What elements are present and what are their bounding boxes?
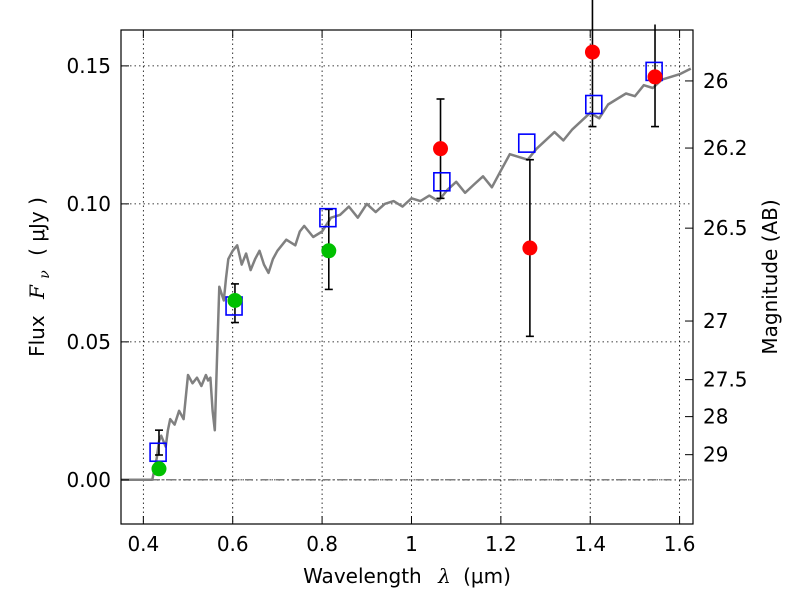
y2-tick-label: 27 [703, 309, 728, 333]
observed-point-red [522, 240, 538, 256]
y-axis-label-prefix: Flux [25, 315, 49, 357]
plot-background [121, 30, 693, 524]
x-tick-label: 1.2 [485, 532, 517, 556]
errorbar-layer [149, 0, 663, 477]
y-axis-label-symbol: F [25, 284, 49, 300]
y2-tick-label: 26.5 [703, 216, 748, 240]
x-tick-label: 1.4 [574, 532, 606, 556]
observed-point-green [321, 243, 337, 259]
model-photometry-box [149, 442, 167, 463]
model-photometry-box [433, 171, 451, 192]
model-photometry-box [319, 207, 337, 228]
x-axis-label-unit: (μm) [463, 564, 511, 588]
observed-point-red [584, 44, 600, 60]
plot-frame [120, 29, 694, 525]
tick-marks [121, 30, 693, 524]
tick-labels: 0.4 0.6 0.8 1 1.2 1.4 1.6 0.00 0.05 0.10 0.15 26 26.… [66, 54, 747, 556]
x-axis-label-symbol: λ [437, 564, 451, 588]
y2-axis-label: Magnitude (AB) [758, 199, 782, 354]
y-tick-label: 0.00 [66, 468, 111, 492]
observed-point-green [227, 292, 243, 308]
y2-tick-label: 28 [703, 405, 728, 429]
observed-point-red [647, 69, 663, 85]
y-tick-label: 0.05 [66, 330, 111, 354]
x-tick-label: 1.6 [664, 532, 696, 556]
data-layer [121, 67, 692, 482]
x-tick-label: 0.4 [127, 532, 159, 556]
y2-tick-label: 27.5 [703, 368, 748, 392]
y-axis-label-unit: ( μJy ) [25, 197, 49, 256]
observed-point-red [433, 141, 449, 157]
y-axis-label-subscript: ν [37, 270, 53, 279]
x-tick-label: 0.6 [217, 532, 249, 556]
model-photometry-box [584, 94, 603, 115]
model-sed-line [121, 67, 692, 482]
x-tick-label: 0.8 [306, 532, 338, 556]
y-tick-label: 0.15 [66, 54, 111, 78]
x-axis-label-prefix: Wavelength [303, 564, 422, 588]
y-tick-label: 0.10 [66, 192, 111, 216]
y2-tick-label: 26 [703, 69, 728, 93]
model-photometry-box [517, 133, 536, 153]
observed-point-green [151, 461, 167, 477]
y2-tick-label: 26.2 [703, 136, 748, 160]
x-axis-label: Wavelength λ (μm) [303, 564, 511, 588]
y2-tick-label: 29 [703, 443, 728, 467]
y-axis-label: Flux F ν ( μJy ) [25, 197, 54, 357]
x-tick-label: 1 [405, 532, 418, 556]
